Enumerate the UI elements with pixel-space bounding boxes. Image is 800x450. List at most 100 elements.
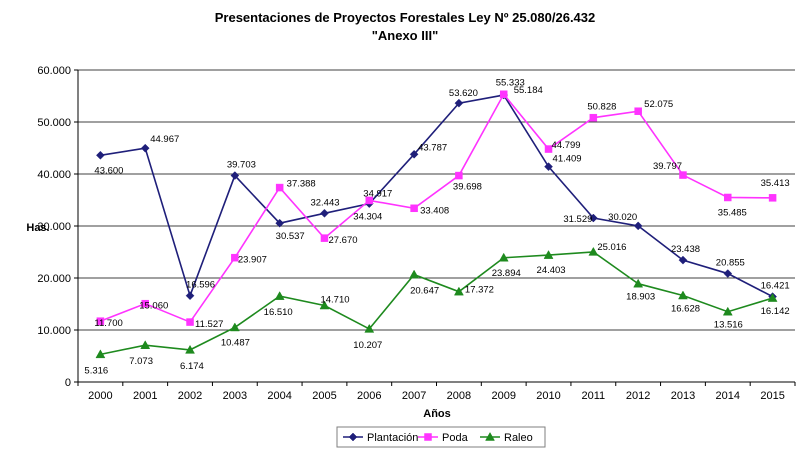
y-tick-label: 60.000 (37, 65, 71, 77)
triangle-marker (767, 293, 778, 302)
square-marker (544, 145, 553, 153)
diamond-marker (348, 432, 358, 442)
triangle-marker (409, 269, 420, 279)
data-label: 39.703 (227, 160, 256, 171)
data-label: 41.409 (553, 154, 582, 165)
x-tick-label: 2008 (447, 390, 471, 402)
square-marker (320, 234, 329, 242)
x-tick-label: 2011 (582, 390, 606, 402)
diamond-marker (678, 255, 688, 265)
x-tick-label: 2004 (267, 390, 291, 402)
series-poda (96, 90, 777, 326)
data-label: 35.485 (718, 207, 747, 218)
triangle-marker (229, 322, 240, 332)
data-label: 17.372 (465, 285, 494, 296)
square-marker (679, 171, 687, 179)
data-label: 10.487 (221, 337, 250, 348)
square-marker (410, 204, 418, 213)
square-marker (424, 433, 432, 441)
data-label: 30.020 (608, 212, 637, 223)
triangle-marker (364, 323, 375, 333)
y-tick-label: 0 (65, 377, 71, 389)
x-tick-label: 2010 (536, 390, 560, 402)
square-marker (186, 318, 194, 326)
series-line (100, 251, 773, 356)
legend-box (336, 426, 546, 448)
legend-label: Raleo (504, 432, 533, 444)
series-raleo (95, 246, 778, 359)
x-tick-label: 2006 (357, 390, 381, 402)
data-label: 5.316 (84, 365, 108, 376)
diamond-marker (230, 171, 240, 180)
y-tick-label: 10.000 (37, 325, 71, 337)
data-label: 53.620 (449, 88, 478, 99)
data-label: 31.529 (563, 214, 592, 225)
x-tick-label: 2012 (626, 390, 650, 402)
x-tick-label: 2013 (671, 390, 695, 402)
data-label: 43.787 (418, 142, 447, 153)
x-tick-label: 2007 (402, 390, 426, 402)
data-label: 13.516 (714, 320, 743, 331)
square-marker (724, 193, 732, 202)
data-label: 14.710 (320, 295, 349, 306)
data-label: 6.174 (180, 361, 204, 372)
series-line (100, 94, 773, 299)
x-axis-ticks: 2000 2001 2002 2003 2004 2005 2006 2007 2008 2009… (77, 382, 796, 402)
triangle-marker (588, 246, 599, 256)
data-label: 10.207 (353, 340, 382, 351)
data-label: 55.333 (496, 77, 525, 88)
triangle-marker (678, 290, 688, 300)
triangle-marker (543, 250, 554, 259)
x-tick-label: 2002 (178, 390, 202, 402)
triangle-marker (485, 431, 495, 441)
data-label: 16.628 (671, 304, 700, 315)
triangle-marker (140, 340, 151, 349)
data-label: 52.075 (644, 99, 673, 110)
triangle-marker (633, 278, 644, 288)
data-label: 20.647 (410, 286, 439, 297)
legend-label: Plantación (367, 432, 418, 444)
data-label: 20.855 (716, 258, 745, 269)
data-label: 37.388 (287, 179, 316, 190)
data-label: 23.894 (492, 268, 521, 279)
x-tick-label: 2015 (760, 390, 784, 402)
diamond-marker (185, 291, 195, 301)
data-label: 25.016 (597, 242, 626, 253)
square-marker (768, 194, 777, 202)
gridlines (78, 69, 795, 331)
triangle-marker (319, 300, 330, 310)
x-tick-label: 2005 (312, 390, 336, 402)
data-label: 23.907 (238, 255, 267, 266)
diamond-marker (723, 269, 733, 278)
y-axis-ticks: 0 10.000 20.000 30.000 40.000 50.000 60.000 (37, 65, 78, 389)
y-tick-label: 50.000 (37, 117, 71, 129)
data-label: 55.184 (514, 85, 543, 96)
data-label: 11.527 (195, 319, 223, 330)
legend-label: Poda (442, 432, 469, 444)
square-marker (275, 183, 284, 192)
data-label: 11.700 (94, 318, 122, 329)
square-marker (634, 107, 642, 115)
square-marker (141, 299, 149, 308)
triangle-marker (498, 252, 509, 262)
data-label: 16.421 (761, 281, 790, 292)
diamond-marker (544, 162, 553, 172)
chart-subtitle: "Anexo III" (372, 28, 439, 43)
data-label: 39.797 (653, 161, 682, 172)
data-label: 33.408 (420, 205, 449, 216)
y-tick-label: 30.000 (37, 221, 71, 233)
data-label: 16.142 (761, 306, 790, 317)
square-marker (455, 171, 463, 180)
x-tick-label: 2003 (223, 390, 247, 402)
data-label: 50.828 (587, 102, 616, 113)
diamond-marker (140, 143, 150, 153)
triangle-marker (453, 286, 464, 296)
diamond-marker (454, 98, 464, 108)
series-group (95, 90, 778, 359)
diamond-marker (320, 208, 329, 218)
diamond-marker (275, 218, 285, 228)
y-tick-label: 40.000 (37, 169, 71, 181)
data-label: 34.917 (363, 188, 392, 199)
data-label: 44.799 (552, 140, 581, 151)
